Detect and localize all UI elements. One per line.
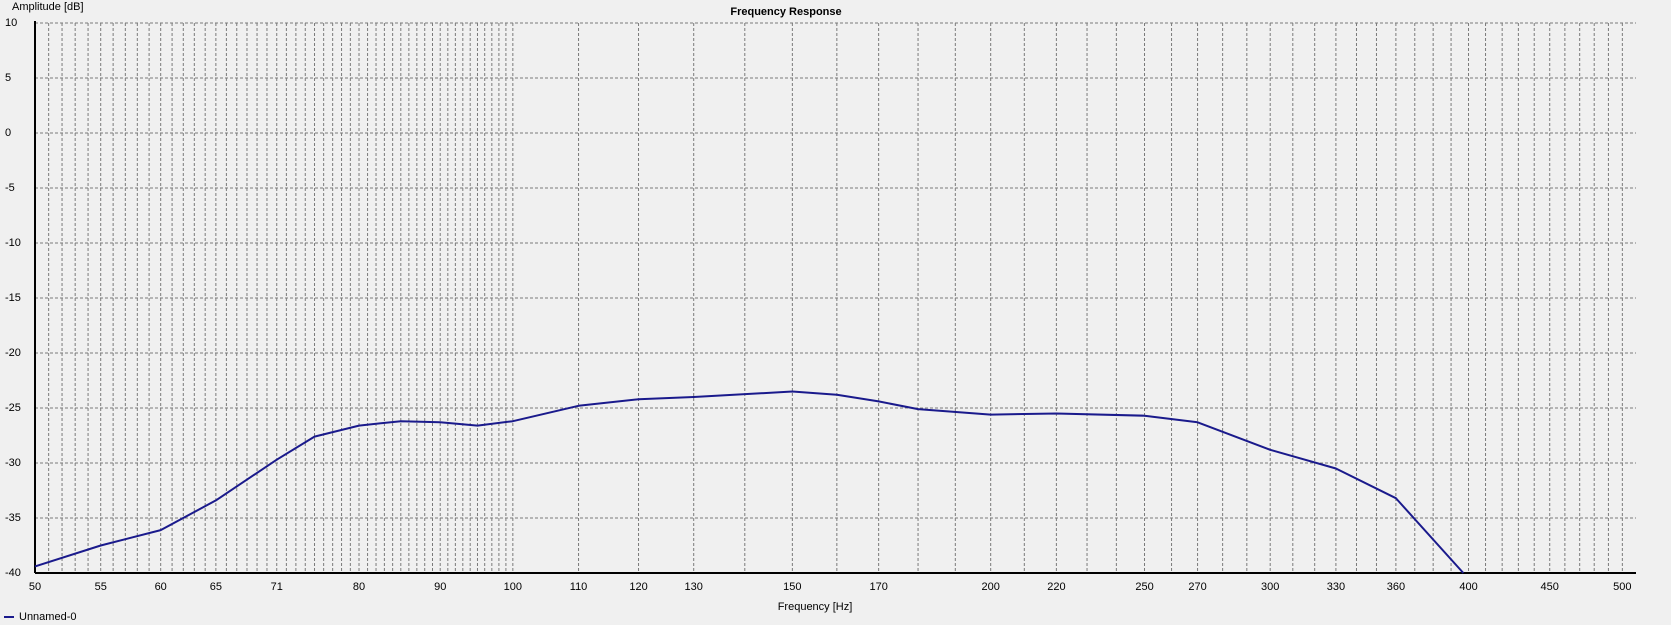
- x-tick-label: 130: [685, 581, 703, 593]
- y-tick-label: -10: [5, 237, 21, 249]
- x-tick-label: 150: [783, 581, 801, 593]
- x-tick-label: 220: [1047, 581, 1065, 593]
- x-tick-label: 200: [981, 581, 999, 593]
- y-tick-label: -20: [5, 347, 21, 359]
- x-tick-label: 400: [1459, 581, 1477, 593]
- y-tick-label: 5: [5, 72, 11, 84]
- x-tick-label: 250: [1135, 581, 1153, 593]
- x-tick-label: 170: [869, 581, 887, 593]
- y-tick-label: 10: [5, 17, 17, 29]
- x-tick-label: 65: [210, 581, 222, 593]
- x-tick-label: 90: [434, 581, 446, 593]
- series-line: [34, 390, 1465, 574]
- x-tick-label: 500: [1613, 581, 1631, 593]
- x-tick-label: 330: [1327, 581, 1345, 593]
- y-tick-label: 0: [5, 127, 11, 139]
- y-axis-title: Amplitude [dB]: [12, 1, 84, 13]
- y-tick-label: -25: [5, 402, 21, 414]
- x-tick-label: 110: [570, 581, 588, 593]
- y-tick-label: -35: [5, 512, 21, 524]
- y-tick-label: -15: [5, 292, 21, 304]
- x-tick-label: 120: [629, 581, 647, 593]
- y-tick-label: -30: [5, 457, 21, 469]
- x-tick-label: 71: [271, 581, 283, 593]
- x-tick-label: 60: [155, 581, 167, 593]
- x-tick-label: 360: [1387, 581, 1405, 593]
- chart-title: Frequency Response: [730, 6, 841, 18]
- x-tick-label: 450: [1541, 581, 1559, 593]
- x-tick-label: 55: [95, 581, 107, 593]
- y-tick-label: -5: [5, 182, 15, 194]
- x-tick-label: 50: [29, 581, 41, 593]
- x-tick-label: 100: [504, 581, 522, 593]
- y-tick-label: -40: [5, 567, 21, 579]
- x-tick-label: 270: [1188, 581, 1206, 593]
- x-tick-label: 80: [353, 581, 365, 593]
- x-axis-title: Frequency [Hz]: [778, 601, 853, 613]
- legend-label: Unnamed-0: [19, 611, 76, 623]
- x-tick-label: 300: [1261, 581, 1279, 593]
